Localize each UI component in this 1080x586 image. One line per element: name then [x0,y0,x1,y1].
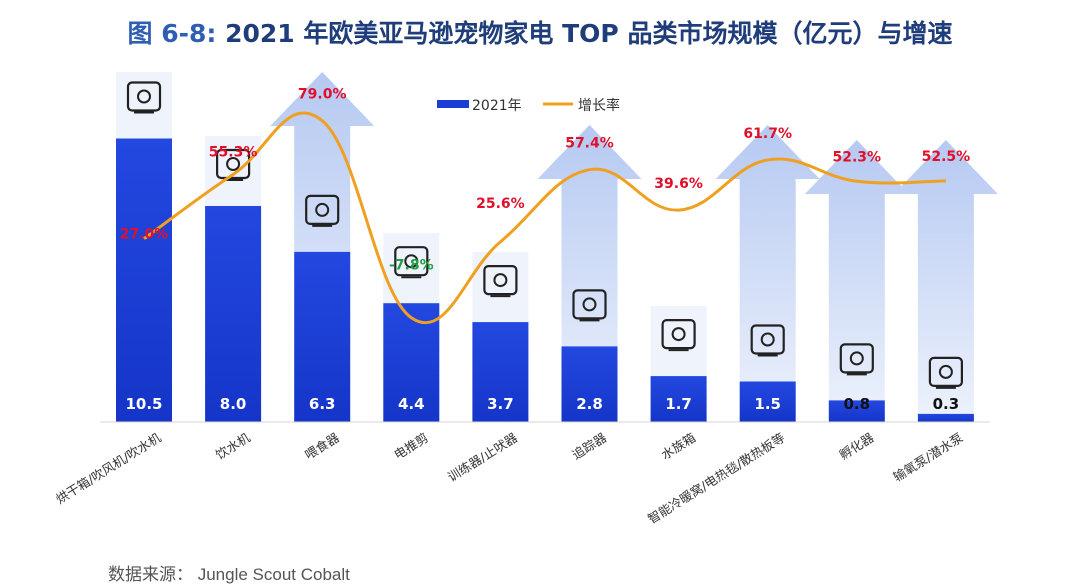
bar [294,251,351,422]
aquarium-icon [661,319,696,352]
x-tick-label: 水族箱 [658,430,698,463]
growth-line [143,111,946,325]
bar-value-label: 8.0 [220,395,247,413]
growth-value-label: 57.4% [565,136,614,152]
growth-arrow [715,125,820,422]
legend-label-line: 增长率 [578,97,620,114]
bar-value-label: 3.7 [487,395,514,413]
bar [828,400,885,422]
x-tick-label: 孵化器 [837,430,877,463]
bar-value-label: 2.8 [576,395,603,413]
x-tick-label: 喂食器 [302,430,342,463]
legend-swatch-bar [437,100,469,108]
tracker-collar-icon [572,289,607,322]
feeder-icon [305,194,340,227]
bar-value-label: 6.3 [309,395,336,413]
bar-value-label: 1.7 [665,395,692,413]
x-tick-label: 烘干箱/吹风机/吹水机 [53,430,164,507]
bar-value-label: 4.4 [398,395,425,413]
bar [116,138,172,422]
x-tick-label: 训练器/止吠器 [445,430,521,485]
legend-label-bar: 2021年 [472,98,522,114]
figure-number: 图 6-8: [127,19,217,48]
growth-value-label: 79.0% [298,87,347,103]
bar [739,381,796,422]
bar-value-label: 0.8 [844,395,871,413]
growth-value-label: -7.8% [389,258,434,274]
source-note: 数据来源： Jungle Scout Cobalt [108,565,350,584]
incubator-icon [839,343,874,376]
bar [472,322,529,422]
clipper-icon [394,246,429,279]
growth-value-label: 52.3% [833,149,882,165]
growth-value-label: 52.5% [922,149,971,165]
dryer-icon [126,81,162,114]
bar [205,206,262,422]
bar [561,346,618,422]
x-tick-label: 追踪器 [569,430,609,463]
bar [650,376,707,422]
legend: 2021年 增长率 [437,97,620,114]
bar-value-label: 1.5 [754,395,781,413]
title-text: 2021 年欧美亚马逊宠物家电 TOP 品类市场规模（亿元）与增速 [225,19,953,48]
growth-arrow [893,140,998,422]
x-tick-label: 电推剪 [391,430,431,463]
bar-value-label: 10.5 [125,395,162,413]
x-tick-label: 饮水机 [213,430,253,463]
x-tick-label: 输氧泵/潜水泵 [890,430,965,485]
growth-value-label: 61.7% [743,126,792,142]
bar [917,413,974,422]
bar-value-label: 0.3 [933,395,960,413]
trainer-collar-icon [483,265,518,298]
growth-arrow [804,140,909,422]
growth-value-label: 27.0% [120,227,169,243]
growth-value-label: 25.6% [476,196,525,212]
air-pump-icon [928,356,964,389]
growth-value-label: 39.6% [654,176,703,192]
growth-value-label: 55.3% [209,144,258,160]
chart-title: 图 6-8: 2021 年欧美亚马逊宠物家电 TOP 品类市场规模（亿元）与增速 [0,14,1080,50]
heated-pad-icon [750,324,785,357]
